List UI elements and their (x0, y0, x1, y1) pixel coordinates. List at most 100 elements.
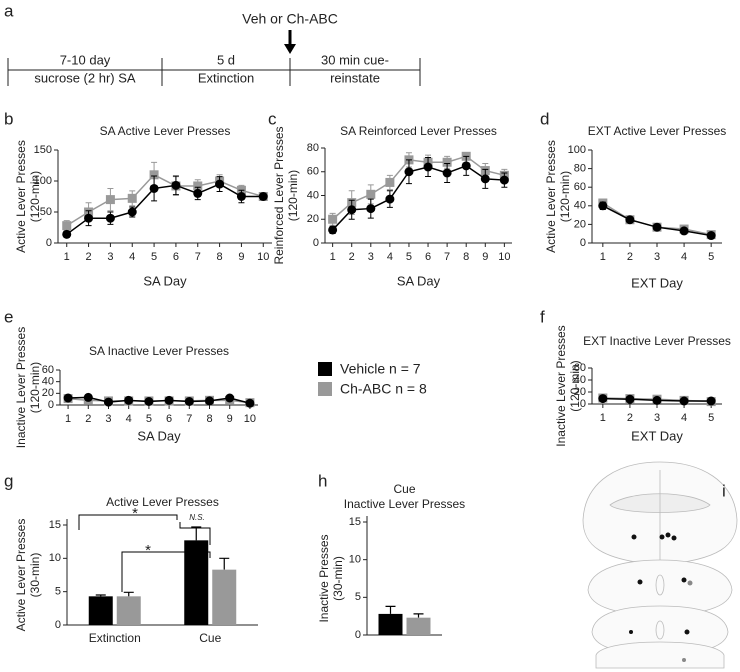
marker (105, 195, 115, 205)
marker (598, 394, 608, 404)
x-tick-label: 6 (425, 251, 431, 263)
panel-label: c (268, 109, 277, 128)
y-axis-label: Inactive Lever Presses (14, 327, 28, 448)
x-axis-label: SA Day (143, 273, 187, 288)
marker (236, 192, 246, 201)
arrow-head (284, 44, 296, 54)
y-tick-label: 0 (580, 398, 586, 410)
panel-label: h (318, 471, 327, 490)
x-tick-label: 5 (708, 251, 714, 263)
chart-title: Inactive Lever Presses (344, 497, 465, 511)
placement-dots (629, 532, 693, 662)
phase-label: 5 d (217, 52, 235, 67)
y-tick-label: 60 (574, 362, 586, 374)
x-tick-label: 3 (654, 251, 660, 263)
chart-title: Cue (393, 482, 415, 496)
y-axis-label: (120-min) (568, 360, 582, 411)
chart-title: EXT Inactive Lever Presses (583, 334, 731, 348)
marker (442, 157, 452, 167)
x-tick-label: 1 (600, 251, 606, 263)
x-tick-label: 3 (105, 413, 111, 425)
phase-label: Extinction (198, 70, 254, 85)
y-tick-label: 10 (349, 554, 361, 566)
arrow-label: Veh or Ch-ABC (242, 11, 338, 27)
series-line (332, 164, 505, 231)
phase-label: sucrose (2 hr) SA (34, 70, 135, 85)
y-tick-label: 80 (307, 142, 319, 154)
marker (480, 174, 490, 184)
y-axis-label: Active Lever Presses (14, 519, 28, 632)
y-tick-label: 100 (568, 144, 586, 156)
bar (406, 617, 431, 635)
y-tick-label: 10 (49, 552, 61, 564)
marker (328, 214, 338, 224)
x-tick-label: 7 (444, 251, 450, 263)
marker (149, 170, 159, 180)
y-tick-label: 150 (34, 144, 52, 156)
y-tick-label: 15 (349, 516, 361, 528)
annotation: N.S. (189, 513, 205, 522)
bar (212, 569, 237, 625)
marker (144, 397, 154, 406)
legend-swatch (318, 382, 332, 396)
marker (171, 180, 181, 190)
y-axis-label: Active Lever Presses (14, 140, 28, 253)
panel-label: e (4, 307, 13, 326)
x-axis-label: SA Day (137, 428, 181, 443)
marker (652, 395, 662, 405)
x-tick-label: 1 (600, 412, 606, 424)
panel-label: a (4, 1, 14, 20)
y-axis-label: (120-min) (558, 171, 572, 222)
marker (328, 225, 338, 235)
x-tick-label: 3 (107, 251, 113, 263)
y-tick-label: 100 (34, 175, 52, 187)
phase-label: 7-10 day (60, 52, 111, 67)
x-tick-label: 10 (498, 251, 510, 263)
marker (193, 188, 203, 198)
y-tick-label: 50 (40, 206, 52, 218)
panel-label: d (540, 109, 549, 128)
x-tick-label: 8 (217, 251, 223, 263)
x-tick-label: 5 (406, 251, 412, 263)
series-line (66, 173, 264, 227)
marker (625, 215, 635, 225)
y-tick-label: 40 (42, 376, 54, 388)
significance-bracket (78, 514, 178, 530)
x-tick-label: 10 (244, 413, 256, 425)
marker (164, 395, 174, 405)
x-tick-label: Extinction (89, 631, 141, 645)
marker (84, 213, 94, 223)
x-axis-label: SA Day (397, 273, 441, 288)
marker (62, 229, 72, 239)
legend-label: Vehicle n = 7 (340, 361, 421, 377)
y-axis-label: Active Lever Presses (544, 140, 558, 253)
marker (442, 168, 452, 178)
bar (88, 596, 113, 625)
marker (366, 204, 376, 214)
y-tick-label: 0 (48, 399, 54, 411)
y-axis-label: (120-min) (28, 362, 42, 413)
marker (706, 396, 716, 406)
marker (679, 226, 689, 236)
annotation: * (132, 505, 138, 522)
series-line (68, 396, 251, 404)
x-tick-label: 8 (463, 251, 469, 263)
marker (499, 175, 509, 185)
y-tick-label: 60 (307, 166, 319, 178)
brain-sections (582, 461, 738, 669)
x-tick-label: Cue (199, 631, 221, 645)
marker (652, 222, 662, 232)
x-tick-label: 7 (186, 413, 192, 425)
x-tick-label: 2 (627, 412, 633, 424)
marker (149, 183, 159, 193)
marker (193, 181, 203, 191)
marker (205, 396, 215, 406)
y-tick-label: 5 (55, 586, 61, 598)
x-tick-label: 1 (65, 413, 71, 425)
bar (378, 613, 403, 635)
marker (62, 221, 72, 231)
x-tick-label: 3 (368, 251, 374, 263)
y-tick-label: 0 (46, 237, 52, 249)
chart-title: SA Inactive Lever Presses (89, 344, 229, 358)
